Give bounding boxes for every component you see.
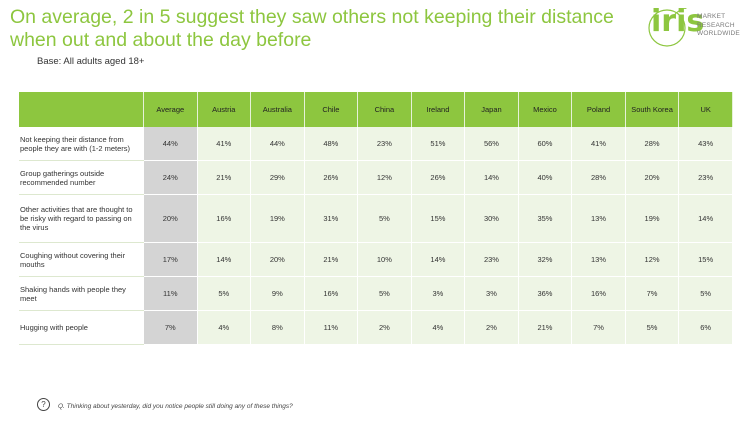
average-cell: 17% [143,242,198,277]
column-header: Chile [304,92,359,127]
logo-word: iris [651,4,705,39]
header-row: Average Austria Australia Chile China Ireland… [19,92,733,127]
value-cell: 20% [625,160,680,195]
value-cell: 40% [518,160,573,195]
column-header: UK [678,92,733,127]
average-cell: 24% [143,160,198,195]
value-cell: 43% [678,127,733,161]
value-cell: 13% [571,242,626,277]
value-cell: 31% [304,194,359,243]
value-cell: 26% [304,160,359,195]
header-corner [19,92,144,127]
value-cell: 21% [197,160,252,195]
row-label: Group gatherings outside recommended num… [19,160,144,195]
value-cell: 2% [464,310,519,345]
value-cell: 9% [250,276,305,311]
value-cell: 28% [625,127,680,161]
value-cell: 48% [304,127,359,161]
table-row: Not keeping their distance from people t… [19,127,733,161]
value-cell: 44% [250,127,305,161]
value-cell: 16% [304,276,359,311]
value-cell: 21% [304,242,359,277]
value-cell: 23% [464,242,519,277]
row-label: Coughing without covering their mouths [19,242,144,277]
value-cell: 19% [250,194,305,243]
value-cell: 3% [464,276,519,311]
value-cell: 5% [678,276,733,311]
value-cell: 3% [411,276,466,311]
average-cell: 20% [143,194,198,243]
value-cell: 5% [357,194,412,243]
value-cell: 41% [197,127,252,161]
value-cell: 5% [625,310,680,345]
value-cell: 36% [518,276,573,311]
value-cell: 14% [411,242,466,277]
results-table: Average Austria Australia Chile China Ireland… [19,92,733,345]
row-label: Shaking hands with people they meet [19,276,144,311]
logo-mark-icon [648,8,687,47]
value-cell: 15% [678,242,733,277]
table-row: Other activities that are thought to be … [19,194,733,243]
value-cell: 41% [571,127,626,161]
page-title: On average, 2 in 5 suggest they saw othe… [10,6,614,51]
table-row: Shaking hands with people they meet 11% 5%… [19,276,733,311]
value-cell: 23% [678,160,733,195]
value-cell: 30% [464,194,519,243]
value-cell: 16% [197,194,252,243]
value-cell: 14% [464,160,519,195]
column-header: Japan [464,92,519,127]
value-cell: 23% [357,127,412,161]
value-cell: 29% [250,160,305,195]
value-cell: 6% [678,310,733,345]
column-header: Poland [571,92,626,127]
value-cell: 15% [411,194,466,243]
value-cell: 7% [571,310,626,345]
question-icon: ? [37,398,50,411]
value-cell: 60% [518,127,573,161]
table-row: Coughing without covering their mouths 17… [19,242,733,277]
row-label: Not keeping their distance from people t… [19,127,144,161]
column-header: Ireland [411,92,466,127]
question-text: Q. Thinking about yesterday, did you not… [58,403,293,410]
value-cell: 32% [518,242,573,277]
value-cell: 51% [411,127,466,161]
value-cell: 14% [678,194,733,243]
column-header: Australia [250,92,305,127]
value-cell: 19% [625,194,680,243]
value-cell: 14% [197,242,252,277]
value-cell: 20% [250,242,305,277]
value-cell: 10% [357,242,412,277]
column-header: Austria [197,92,252,127]
row-label: Other activities that are thought to be … [19,194,144,243]
table-row: Group gatherings outside recommended num… [19,160,733,195]
value-cell: 8% [250,310,305,345]
row-label: Hugging with people [19,310,144,345]
value-cell: 21% [518,310,573,345]
column-header: South Korea [625,92,680,127]
value-cell: 12% [357,160,412,195]
logo-tagline: MARKET RESEARCH WORLDWIDE [697,13,740,37]
table-row: Hugging with people 7% 4% 8% 11% 2% 4% 2% 21% 7% 5… [19,310,733,345]
base-note: Base: All adults aged 18+ [37,56,145,67]
average-cell: 44% [143,127,198,161]
value-cell: 7% [625,276,680,311]
average-cell: 7% [143,310,198,345]
value-cell: 28% [571,160,626,195]
average-cell: 11% [143,276,198,311]
column-header: Mexico [518,92,573,127]
value-cell: 2% [357,310,412,345]
value-cell: 13% [571,194,626,243]
value-cell: 4% [411,310,466,345]
value-cell: 4% [197,310,252,345]
column-header: Average [143,92,198,127]
value-cell: 12% [625,242,680,277]
value-cell: 16% [571,276,626,311]
value-cell: 5% [197,276,252,311]
value-cell: 5% [357,276,412,311]
column-header: China [357,92,412,127]
value-cell: 56% [464,127,519,161]
value-cell: 11% [304,310,359,345]
value-cell: 26% [411,160,466,195]
value-cell: 35% [518,194,573,243]
